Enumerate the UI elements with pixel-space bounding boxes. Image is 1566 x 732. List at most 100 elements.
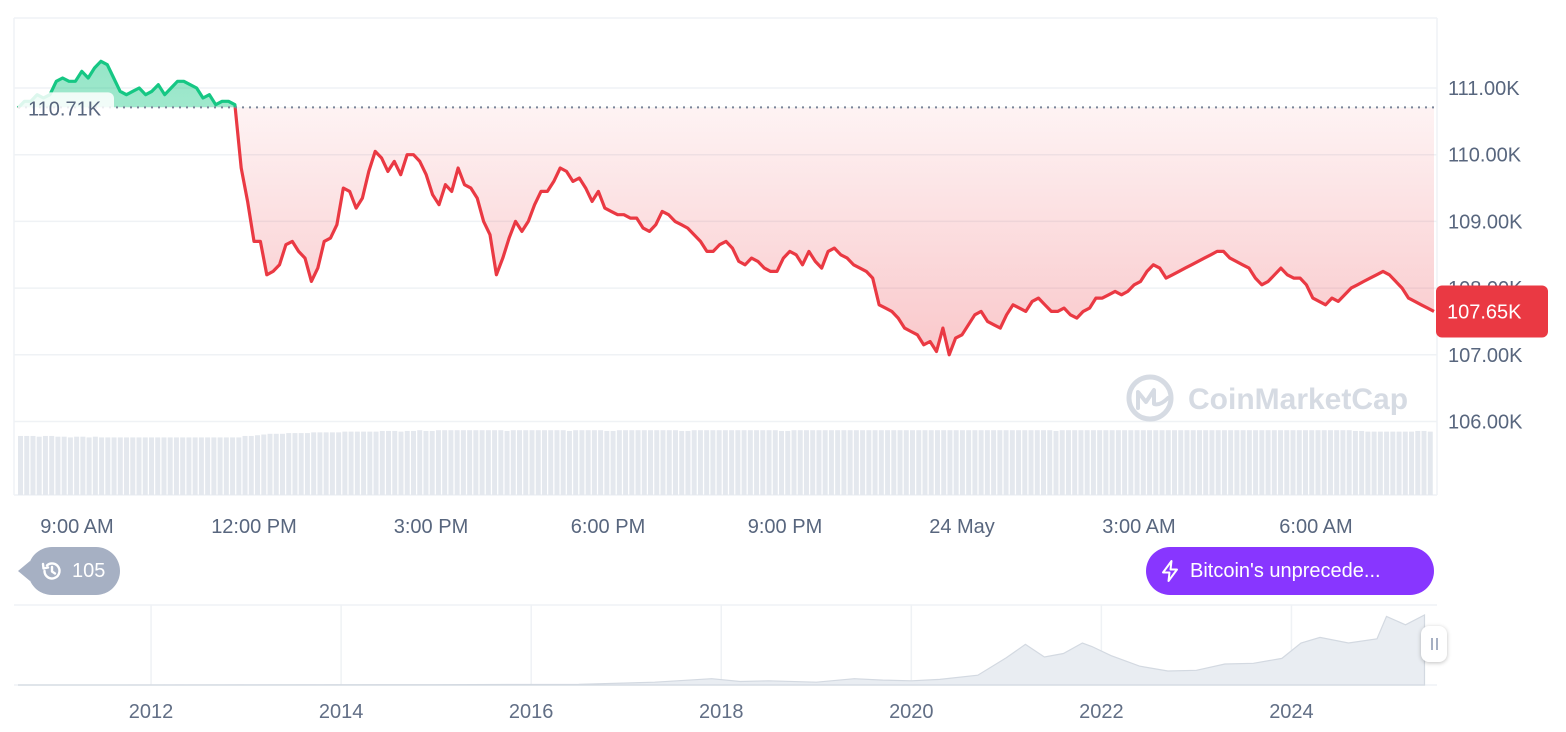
price-area-fill: [18, 61, 1434, 355]
volume-bar: [423, 430, 429, 495]
volume-bar: [872, 430, 878, 495]
volume-bar: [161, 437, 167, 495]
volume-bar: [897, 430, 903, 495]
volume-bar: [878, 430, 884, 495]
volume-bar: [841, 430, 847, 495]
volume-bar: [991, 430, 997, 495]
volume-bar: [672, 430, 678, 495]
volume-bar: [766, 430, 772, 495]
volume-bar: [186, 437, 192, 495]
volume-bar: [492, 430, 498, 495]
volume-bar: [978, 430, 984, 495]
volume-bar: [167, 437, 173, 495]
navigator-tick-label: 2022: [1079, 701, 1124, 723]
volume-bar: [1402, 431, 1408, 495]
volume-bar: [311, 432, 317, 495]
x-tick-label: 6:00 AM: [1279, 516, 1352, 538]
history-count: 105: [72, 559, 106, 582]
volume-bar: [941, 430, 947, 495]
volume-bar: [1259, 430, 1265, 495]
volume-bar: [953, 430, 959, 495]
volume-bar: [922, 430, 928, 495]
volume-bar: [916, 430, 922, 495]
navigator-handle[interactable]: [1421, 626, 1447, 662]
volume-bar: [1427, 431, 1433, 495]
history-icon: [41, 562, 61, 580]
news-badge[interactable]: Bitcoin's unprecede...: [1146, 547, 1434, 595]
x-tick-label: 24 May: [929, 516, 995, 538]
volume-bar: [173, 437, 179, 495]
x-tick-label: 6:00 PM: [571, 516, 645, 538]
news-text: Bitcoin's unprecede...: [1190, 559, 1381, 582]
volume-bar: [473, 430, 479, 495]
volume-bar: [754, 430, 760, 495]
volume-bar: [1334, 430, 1340, 495]
coinmarketcap-watermark: CoinMarketCap: [1126, 374, 1408, 422]
volume-bar: [1115, 430, 1121, 495]
volume-bar: [716, 430, 722, 495]
volume-bar: [1415, 430, 1421, 495]
volume-bar: [442, 430, 448, 495]
volume-bar: [348, 431, 354, 495]
volume-bar: [1290, 430, 1296, 495]
volume-bar: [1009, 430, 1015, 495]
volume-bar: [623, 430, 629, 495]
volume-bar: [80, 436, 86, 495]
volume-bar: [810, 430, 816, 495]
volume-bar: [1215, 430, 1221, 495]
volume-bar: [1221, 430, 1227, 495]
volume-bar: [822, 430, 828, 495]
volume-bar: [1203, 430, 1209, 495]
volume-bar: [92, 436, 98, 495]
volume-bar: [49, 435, 55, 495]
x-tick-label: 9:00 PM: [748, 516, 822, 538]
volume-bar: [1246, 430, 1252, 495]
navigator-tick-label: 2014: [319, 701, 364, 723]
volume-bar: [903, 430, 909, 495]
volume-bar: [997, 430, 1003, 495]
watermark-text: CoinMarketCap: [1188, 383, 1408, 416]
volume-bar: [860, 430, 866, 495]
volume-bar: [460, 430, 466, 495]
volume-bar: [747, 430, 753, 495]
x-tick-label: 12:00 PM: [211, 516, 297, 538]
volume-bar: [697, 430, 703, 495]
volume-bar: [1303, 430, 1308, 495]
y-tick-label: 107.00K: [1448, 345, 1523, 367]
volume-bar: [24, 435, 30, 495]
volume-bar: [591, 430, 597, 495]
open-price-label: 110.71K: [28, 98, 102, 120]
volume-bar: [1184, 430, 1190, 495]
volume-bar: [648, 430, 654, 495]
price-line: [16, 59, 1435, 357]
volume-bar: [666, 430, 672, 495]
volume-bar: [610, 430, 616, 495]
volume-bar: [429, 430, 435, 495]
volume-bar: [585, 430, 591, 495]
volume-bar: [791, 430, 797, 495]
volume-bar: [149, 437, 154, 495]
volume-bar: [267, 433, 273, 495]
volume-bar: [136, 437, 142, 495]
volume-bar: [1396, 431, 1402, 495]
open-price-marker: 110.71K: [18, 92, 1437, 123]
navigator-tick-label: 2012: [129, 701, 174, 723]
volume-bar: [1090, 430, 1096, 495]
volume-bar: [1041, 430, 1046, 495]
volume-bar: [386, 430, 392, 495]
volume-bar: [448, 430, 454, 495]
volume-bar: [1178, 430, 1184, 495]
area-above-open: [18, 61, 1434, 108]
volume-bar: [1053, 430, 1059, 495]
volume-bar: [18, 435, 23, 495]
range-navigator[interactable]: 2012 2014 2016 2018 2020 2022 2024: [14, 604, 1437, 723]
volume-bar: [1196, 430, 1202, 495]
volume-bar: [1097, 430, 1103, 495]
volume-bar: [598, 430, 604, 495]
volume-bar: [803, 430, 809, 495]
history-badge[interactable]: 105: [18, 547, 120, 595]
volume-bar: [928, 430, 934, 495]
y-tick-label: 109.00K: [1448, 211, 1523, 233]
open-price-label-bg: [18, 92, 114, 123]
